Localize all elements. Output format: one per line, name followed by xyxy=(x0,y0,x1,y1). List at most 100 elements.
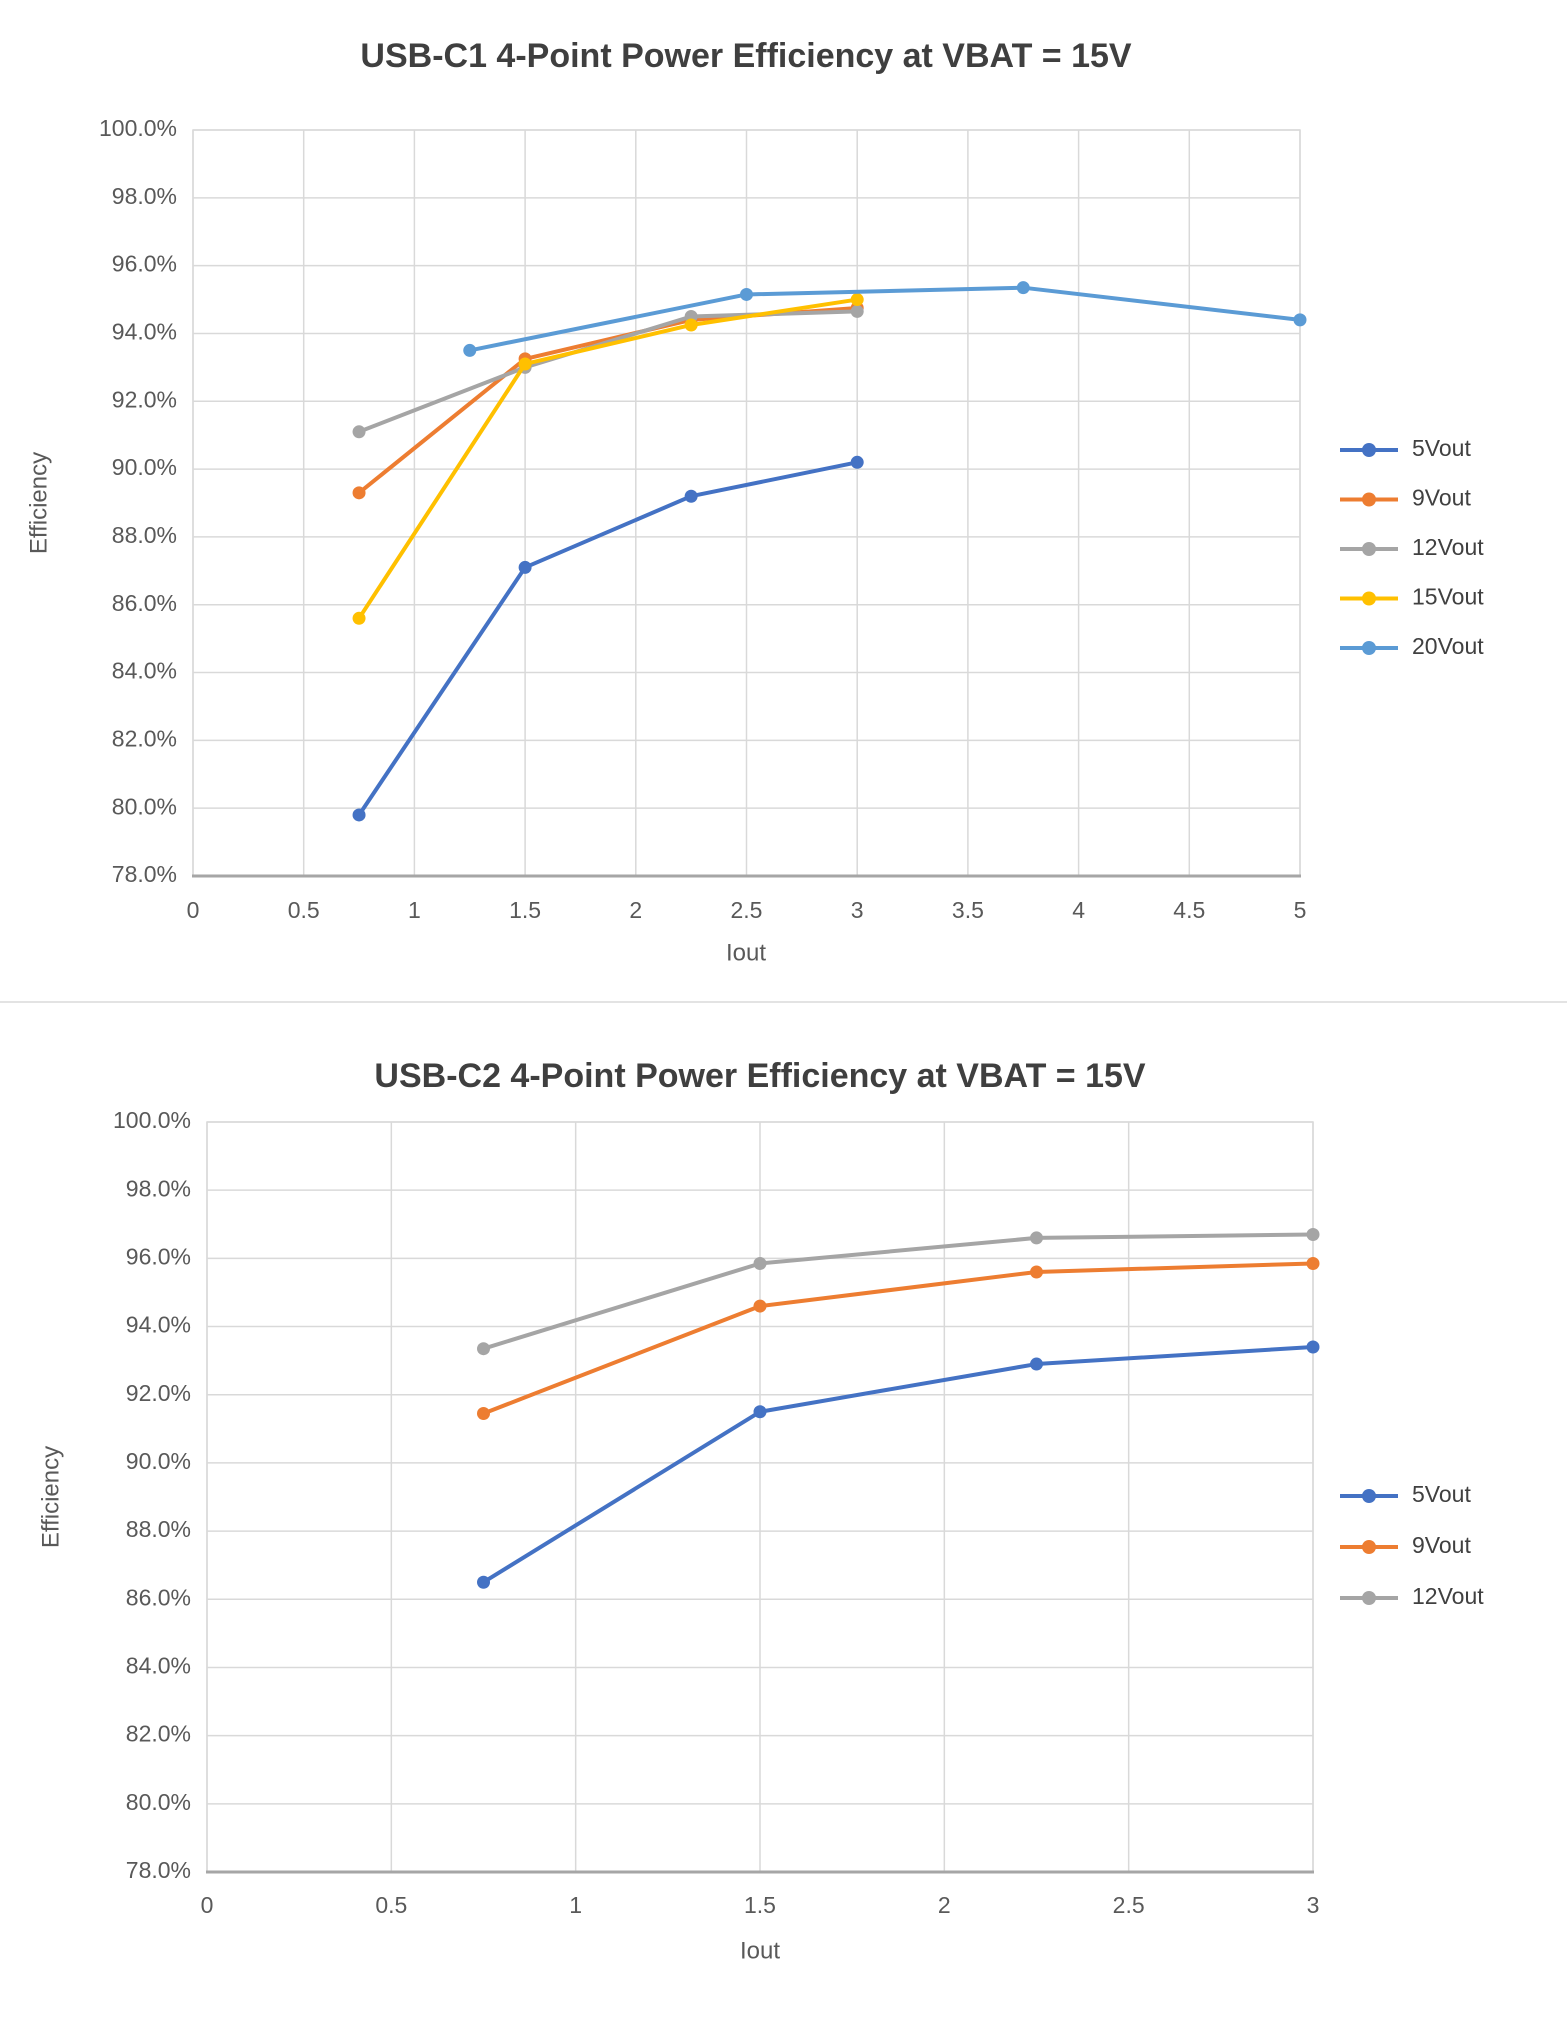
legend-label: 9Vout xyxy=(1412,485,1471,511)
series-marker-5Vout xyxy=(518,560,532,574)
y-axis-tick-label: 88.0% xyxy=(126,1516,191,1542)
series-marker-12Vout xyxy=(753,1256,767,1270)
y-axis-tick-label: 84.0% xyxy=(112,658,177,684)
legend-marker-swatch xyxy=(1362,1540,1376,1554)
legend-item-9Vout: 9Vout xyxy=(1340,485,1471,511)
series-line-9Vout xyxy=(357,306,860,495)
x-axis-tick-label: 4.5 xyxy=(1173,897,1205,923)
series-marker-12Vout xyxy=(352,425,366,439)
y-axis-title: Efficiency xyxy=(37,1446,64,1548)
usbc1-chart: 100.0% 98.0% 96.0% 94.0% 92.0% 90.0% 88.0% 86.0… xyxy=(0,0,1567,1002)
series-marker-5Vout xyxy=(1306,1340,1320,1354)
x-axis-tick-label: 1.5 xyxy=(744,1892,776,1918)
series-marker-15Vout xyxy=(850,293,864,307)
y-axis-tick-label: 100.0% xyxy=(113,1107,191,1133)
series-marker-15Vout xyxy=(518,357,532,371)
series-marker-9Vout xyxy=(753,1299,767,1313)
x-axis-title: Iout xyxy=(726,939,766,966)
legend-item-20Vout: 20Vout xyxy=(1340,633,1484,659)
series-marker-12Vout xyxy=(477,1342,490,1356)
y-axis-tick-label: 98.0% xyxy=(112,183,177,209)
legend-marker-swatch xyxy=(1362,443,1376,457)
series-marker-15Vout xyxy=(352,611,366,625)
y-axis-tick-label: 96.0% xyxy=(112,251,177,277)
legend-marker-swatch xyxy=(1362,1591,1376,1605)
y-axis-tick-label: 82.0% xyxy=(126,1721,191,1747)
series-marker-20Vout xyxy=(463,343,477,357)
y-axis-tick-label: 92.0% xyxy=(126,1380,191,1406)
x-axis-title: Iout xyxy=(740,1937,780,1964)
legend-label: 15Vout xyxy=(1412,584,1484,610)
series-marker-15Vout xyxy=(684,318,698,332)
series-marker-9Vout xyxy=(1306,1256,1320,1270)
series-marker-5Vout xyxy=(477,1575,490,1589)
y-axis-tick-label: 100.0% xyxy=(99,115,177,141)
legend-item-5Vout: 5Vout xyxy=(1340,435,1471,461)
legend-label: 9Vout xyxy=(1412,1532,1471,1558)
y-axis-tick-label: 80.0% xyxy=(112,793,177,819)
series-line-15Vout xyxy=(357,297,860,621)
x-axis-tick-label: 3 xyxy=(851,897,864,923)
x-axis-tick-label: 1.5 xyxy=(509,897,541,923)
series-marker-5Vout xyxy=(850,455,864,469)
legend-item-12Vout: 12Vout xyxy=(1340,1583,1484,1609)
y-axis-tick-label: 84.0% xyxy=(126,1653,191,1679)
chart-title: USB-C2 4-Point Power Efficiency at VBAT … xyxy=(374,1057,1145,1095)
series-marker-12Vout xyxy=(1306,1228,1320,1241)
series-marker-9Vout xyxy=(477,1406,490,1420)
x-axis-tick-label: 0 xyxy=(187,897,200,923)
series-marker-5Vout xyxy=(1030,1357,1043,1371)
y-axis-tick-label: 96.0% xyxy=(126,1243,191,1269)
y-axis-tick-label: 88.0% xyxy=(112,522,177,548)
x-axis-tick-label: 3 xyxy=(1307,1892,1320,1918)
legend-label: 5Vout xyxy=(1412,1481,1471,1507)
series-marker-9Vout xyxy=(352,486,366,500)
y-axis-title: Efficiency xyxy=(25,452,52,554)
series-line-5Vout xyxy=(357,460,860,817)
x-axis-tick-label: 4 xyxy=(1072,897,1085,923)
legend-item-12Vout: 12Vout xyxy=(1340,534,1484,560)
legend-item-9Vout: 9Vout xyxy=(1340,1532,1471,1558)
y-axis-tick-label: 90.0% xyxy=(112,454,177,480)
usbc2-chart-canvas: 100.0% 98.0% 96.0% 94.0% 92.0% 90.0% 88.0% 86.0… xyxy=(37,1057,1484,1964)
x-axis-tick-label: 2.5 xyxy=(1113,1892,1145,1918)
legend-marker-swatch xyxy=(1362,1489,1376,1503)
y-axis-tick-label: 80.0% xyxy=(126,1789,191,1815)
series-line-9Vout xyxy=(481,1261,1315,1416)
legend-marker-swatch xyxy=(1362,492,1376,507)
separator-line xyxy=(0,1001,1567,1003)
x-axis-tick-label: 2 xyxy=(629,897,642,923)
x-axis-tick-label: 0.5 xyxy=(375,1892,407,1918)
y-axis-tick-label: 86.0% xyxy=(112,590,177,616)
usbc1-chart-canvas: 100.0% 98.0% 96.0% 94.0% 92.0% 90.0% 88.0% 86.0… xyxy=(25,37,1484,966)
x-axis-tick-label: 0.5 xyxy=(288,897,320,923)
legend-item-15Vout: 15Vout xyxy=(1340,584,1484,610)
series-marker-12Vout xyxy=(1030,1231,1043,1245)
series-marker-20Vout xyxy=(1016,281,1030,295)
y-axis-tick-label: 92.0% xyxy=(112,386,177,412)
legend-label: 20Vout xyxy=(1412,633,1484,659)
x-axis-tick-label: 3.5 xyxy=(952,897,984,923)
y-axis-tick-label: 98.0% xyxy=(126,1175,191,1201)
y-axis-tick-label: 78.0% xyxy=(126,1857,191,1883)
x-axis-tick-label: 1 xyxy=(569,1892,582,1918)
legend-item-5Vout: 5Vout xyxy=(1340,1481,1471,1507)
series-line-20Vout xyxy=(467,285,1302,353)
series-marker-5Vout xyxy=(753,1405,767,1419)
series-line-12Vout xyxy=(357,309,860,434)
series-line-5Vout xyxy=(481,1345,1315,1585)
y-axis-tick-label: 78.0% xyxy=(112,861,177,887)
legend-label: 12Vout xyxy=(1412,1583,1484,1609)
series-marker-5Vout xyxy=(684,489,698,503)
series-line-12Vout xyxy=(481,1232,1315,1351)
x-axis-tick-label: 2 xyxy=(938,1892,951,1918)
series-marker-12Vout xyxy=(850,304,864,318)
legend-marker-swatch xyxy=(1362,542,1376,556)
legend-marker-swatch xyxy=(1362,641,1376,655)
x-axis-tick-label: 5 xyxy=(1294,897,1307,923)
legend-label: 5Vout xyxy=(1412,435,1471,461)
x-axis-tick-label: 2.5 xyxy=(731,897,763,923)
y-axis-tick-label: 86.0% xyxy=(126,1584,191,1610)
series-marker-20Vout xyxy=(1293,313,1307,327)
x-axis-tick-label: 1 xyxy=(408,897,421,923)
